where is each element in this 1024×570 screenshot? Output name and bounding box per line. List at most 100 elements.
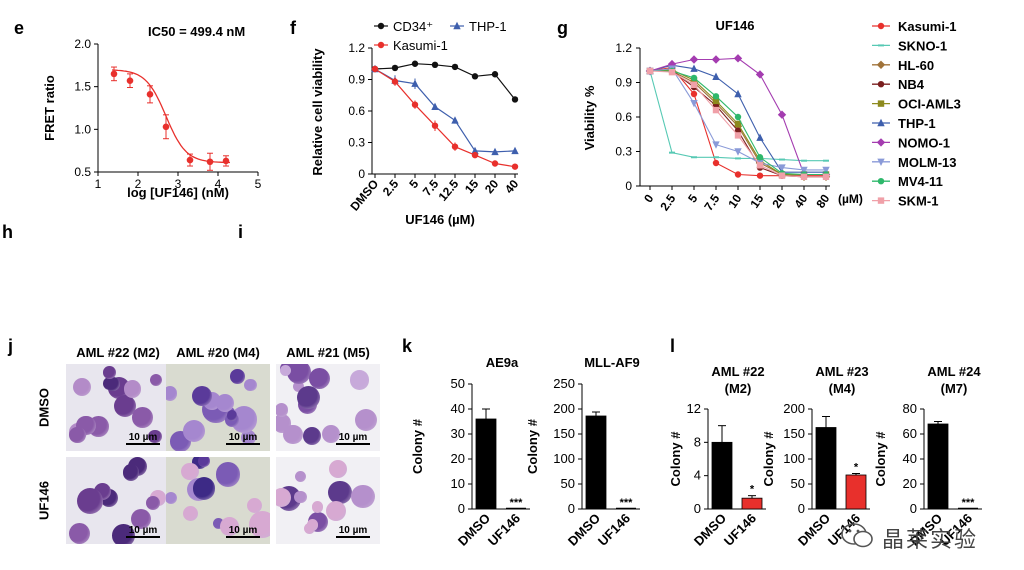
cell [149,373,163,386]
y-tick-label: 0 [910,501,917,516]
cell [244,379,257,392]
x-tick-label: DMSO [455,511,493,549]
legend-label: NOMO-1 [898,135,950,150]
data-point [734,120,742,128]
data-point [431,102,439,110]
series-line [374,63,516,100]
data-point [690,90,698,98]
x-tick-label: 20 [769,191,788,210]
x-tick-label: 40 [791,191,810,210]
cell [328,480,352,505]
panel-letter-h: h [2,222,13,242]
data-point [800,166,808,175]
cell [309,367,331,390]
data-point [451,63,459,71]
y-tick-label: 0 [798,501,805,516]
bar-DMSO [815,427,837,510]
series-SKNO-1 [647,70,829,162]
micrograph-UF146-3: 10 µm [276,457,380,544]
x-tick-label: 20 [482,177,502,196]
y-axis-label: Colony # [525,418,540,474]
y-tick-label: 50 [561,476,575,491]
micrograph-UF146-1: 10 µm [66,457,170,544]
cell [303,426,322,446]
bar-UF146 [741,497,763,510]
legend-label: THP-1 [898,116,936,131]
y-tick-label: 80 [903,401,917,416]
panel-letter-j: j [7,336,13,356]
data-point [691,156,697,159]
legend-label: MOLM-13 [898,155,957,170]
significance-label: * [750,484,755,496]
data-point [689,55,699,64]
legend-marker [877,178,885,185]
cell [112,524,135,544]
cell [240,429,256,445]
x-tick-label: 2.5 [380,177,402,199]
bar-DMSO [711,441,733,510]
data-point [801,159,807,162]
y-tick-label: 0 [625,179,632,193]
x-tick-label: UF146 [485,511,523,549]
cell [105,376,120,392]
y-axis-label: Colony # [873,431,888,487]
significance-label: *** [510,497,524,509]
cell [131,407,153,428]
cell [191,385,212,406]
x-axis-label: UF146 (µM) [405,212,475,227]
cell [276,403,289,417]
cell [283,424,303,445]
x-tick-label: 5 [406,177,421,191]
data-point [411,60,419,67]
micrograph-row-label: UF146 [36,480,52,521]
bar-UF146 [845,474,867,510]
series-SKM-1 [646,67,830,180]
chart-subtitle: (M4) [829,381,856,396]
x-tick-label: 5 [255,177,262,191]
chart-g: 00.30.60.91.20 2.5 5 7.5 10 15 20 40 80 (µM)UF146… [582,18,961,213]
micrograph-UF146-2: 10 µm [166,457,270,544]
scale-bar-label: 10 µm [128,525,158,536]
data-point [206,158,214,166]
legend-marker [877,22,885,30]
cell [296,385,320,409]
x-tick-label: DMSO [691,511,729,549]
data-point [669,151,675,154]
y-tick-label: 0.6 [348,104,365,118]
cell [197,457,210,468]
chart-subtitle: (M2) [725,381,752,396]
significance-label: * [854,462,859,474]
cell [321,425,340,444]
cell [145,496,160,511]
y-tick-label: 0 [694,501,701,516]
data-point [777,110,787,119]
cell [349,370,370,391]
chart-k1: 0 10 20 30 40 50 DMSO *** UF146 Colony # AE9a [410,355,530,549]
chart-title: IC50 = 499.4 nM [148,24,245,39]
y-tick-label: 0.3 [348,136,365,150]
micrograph-grid: AML #22 (M2) AML #20 (M4) AML #21 (M5) DMSO… [37,345,386,554]
micrograph-column-title: AML #21 (M5) [286,345,370,360]
y-tick-label: 100 [553,451,575,466]
scale-bar-line [226,443,260,445]
data-point [511,163,519,170]
data-point [756,162,764,169]
scale-bar: 10 µm [126,525,160,538]
cell [287,364,312,385]
x-unit-label: (µM) [838,192,863,206]
x-tick-label: 5 [685,191,700,205]
y-tick-label: 1.5 [74,80,91,94]
legend-label: Kasumi-1 [898,19,957,34]
data-point [146,91,154,98]
chart-title: AML #22 [711,364,764,379]
y-tick-label: 200 [783,401,805,416]
cell [181,462,199,481]
data-point [822,166,830,175]
legend-marker [876,60,886,69]
micrograph-DMSO-1: 10 µm [66,364,170,451]
cell [183,505,199,521]
data-point [734,171,742,178]
data-point [712,159,720,167]
legend-label: MV4-11 [898,174,943,189]
